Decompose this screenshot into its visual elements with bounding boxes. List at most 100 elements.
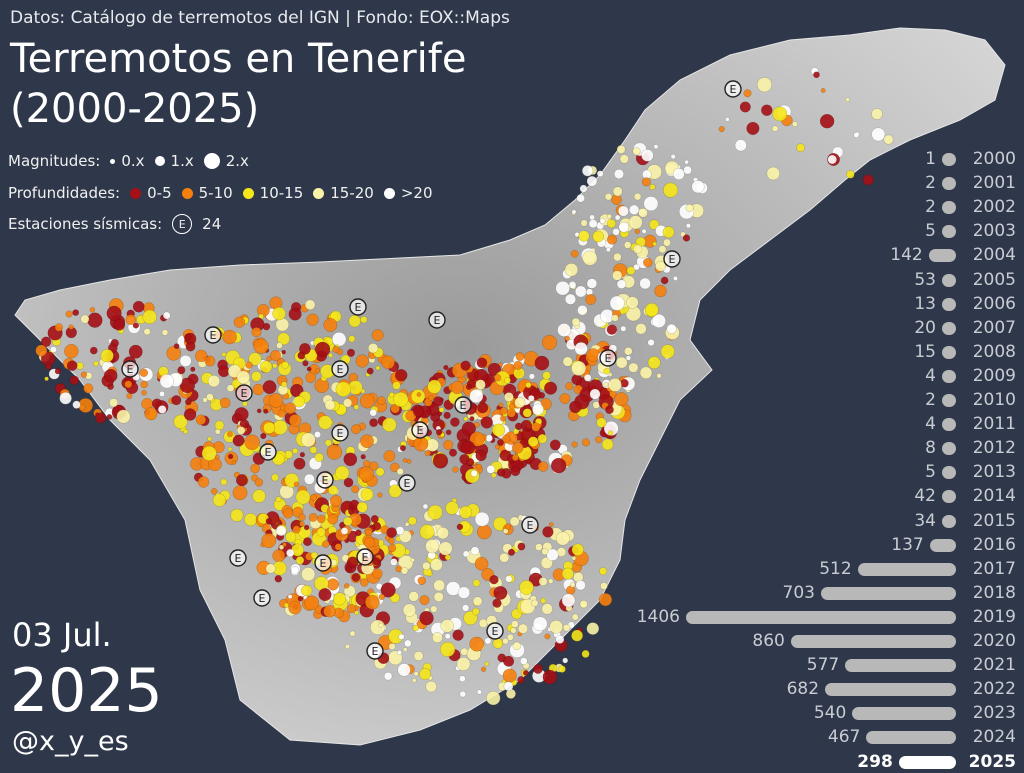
earthquake-point (445, 429, 452, 436)
earthquake-point (569, 400, 582, 414)
earthquake-point (633, 263, 640, 271)
year-label: 2024 (972, 727, 1016, 748)
earthquake-point (673, 275, 678, 281)
earthquake-point (344, 644, 351, 650)
year-count: 512 (819, 558, 852, 579)
depth-gt20-dot (383, 187, 395, 199)
earthquake-point (624, 346, 633, 356)
earthquake-point (396, 650, 402, 656)
earthquake-point (537, 461, 549, 472)
earthquake-point (549, 619, 564, 634)
earthquake-point (517, 623, 529, 634)
earthquake-point (579, 599, 588, 609)
year-bar (942, 345, 956, 359)
earthquake-point (571, 543, 584, 556)
earthquake-point (577, 304, 588, 316)
earthquake-point (562, 623, 571, 632)
earthquake-point (394, 368, 408, 382)
earthquake-point (293, 481, 300, 488)
year-row-2009: 4 2009 (596, 365, 1016, 387)
earthquake-point (506, 633, 514, 641)
earthquake-point (425, 680, 437, 693)
svg-text:E: E (460, 399, 467, 412)
year-row-2023: 540 2023 (596, 702, 1016, 724)
earthquake-point (412, 624, 419, 632)
earthquake-point (569, 582, 576, 588)
earthquake-point (620, 325, 627, 332)
year-row-2017: 512 2017 (596, 558, 1016, 580)
earthquake-point (179, 354, 192, 367)
earthquake-point (533, 663, 543, 674)
svg-text:E: E (730, 83, 737, 96)
earthquake-point (272, 306, 286, 321)
earthquake-point (461, 604, 470, 612)
earthquake-point (408, 591, 419, 602)
year-count: 142 (890, 245, 923, 266)
earthquake-point (304, 595, 320, 611)
earthquake-point (459, 505, 473, 519)
earthquake-point (335, 381, 352, 397)
seismic-station-icon: E (521, 516, 539, 534)
earthquake-point (444, 633, 451, 640)
magnitudes-label: Magnitudes: (8, 152, 101, 170)
earthquake-point (561, 593, 576, 608)
year-label: 2005 (972, 269, 1016, 290)
earthquake-point (207, 436, 212, 442)
seismic-station-icon: E (349, 298, 367, 316)
earthquake-point (474, 556, 489, 571)
earthquake-point (321, 540, 330, 548)
year-count: 703 (782, 582, 815, 603)
earthquake-point (476, 357, 488, 369)
svg-text:E: E (259, 592, 266, 605)
seismic-station-icon: E (398, 474, 416, 492)
earthquake-point (402, 647, 408, 652)
earthquake-point (546, 548, 559, 561)
earthquake-point (544, 381, 558, 395)
earthquake-point (540, 556, 553, 569)
earthquake-point (388, 544, 397, 553)
earthquake-point (190, 366, 196, 372)
earthquake-point (608, 378, 622, 392)
earthquake-point (511, 454, 519, 462)
earthquake-point (519, 580, 534, 595)
earthquake-point (377, 492, 383, 498)
depth-10-15-dot (242, 187, 254, 199)
earthquake-point (684, 159, 689, 165)
earthquake-point (270, 350, 282, 362)
earthquake-point (324, 439, 332, 447)
year-bar (942, 153, 956, 166)
earthquake-point (166, 345, 182, 361)
earthquake-point (327, 513, 339, 525)
earthquake-point (558, 665, 566, 673)
seismic-station-icon: E (411, 421, 429, 439)
year-label: 2010 (972, 390, 1016, 410)
earthquake-point (476, 689, 482, 695)
earthquake-point (450, 380, 464, 395)
earthquake-point (466, 458, 475, 467)
earthquake-point (260, 432, 267, 440)
year-row-2005: 53 2005 (596, 269, 1016, 291)
earthquake-point (487, 362, 502, 377)
year-row-2013: 5 2013 (596, 461, 1016, 483)
year-row-2016: 137 2016 (596, 534, 1016, 556)
earthquake-point (288, 601, 302, 615)
seismic-station-icon: E (121, 360, 139, 378)
earthquake-point (491, 472, 497, 479)
depth-15-20-label: 15-20 (330, 184, 374, 202)
earthquake-point (35, 344, 48, 357)
year-row-2001: 2 2001 (596, 172, 1016, 194)
earthquake-point (173, 343, 180, 349)
earthquake-point (452, 466, 459, 473)
earthquake-point (456, 657, 471, 671)
earthquake-point (739, 101, 751, 113)
earthquake-point (484, 637, 492, 645)
earthquake-point (183, 408, 197, 421)
year-bar (942, 466, 956, 480)
earthquake-point (281, 361, 289, 369)
earthquake-point (522, 669, 529, 676)
year-label: 2018 (972, 582, 1016, 603)
earthquake-point (439, 641, 456, 658)
earthquake-point (371, 329, 384, 342)
earthquake-point (600, 582, 608, 590)
earthquake-point (472, 579, 481, 587)
